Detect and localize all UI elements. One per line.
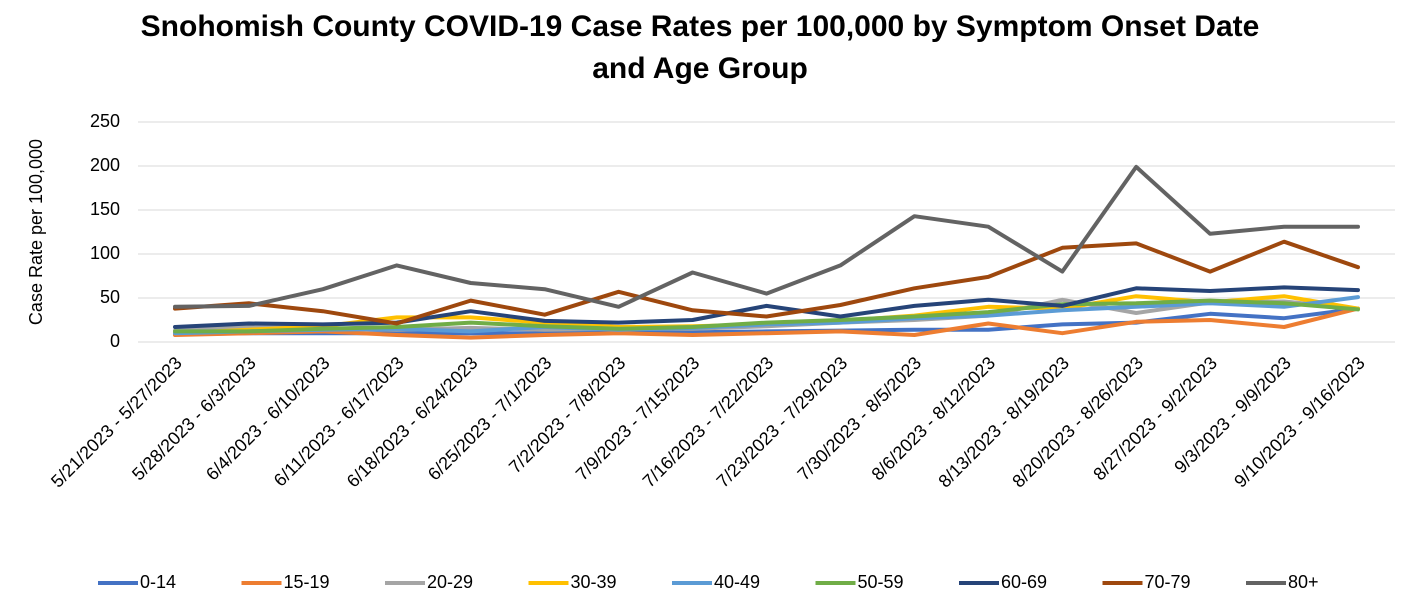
y-axis-label: Case Rate per 100,000	[26, 139, 46, 325]
legend-label: 0-14	[140, 572, 176, 592]
series-line	[173, 298, 1360, 334]
y-tick-label: 150	[90, 199, 120, 219]
x-tick-label: 9/10/2023 - 9/16/2023	[1230, 353, 1369, 492]
x-tick-label: 8/27/2023 - 9/2/2023	[1089, 353, 1221, 485]
x-tick-label: 6/25/2023 - 7/1/2023	[424, 353, 556, 485]
x-tick-label: 5/28/2023 - 6/3/2023	[128, 353, 260, 485]
x-tick-label: 6/18/2023 - 6/24/2023	[343, 353, 482, 492]
legend-label: 15-19	[284, 572, 330, 592]
x-tick-label: 7/9/2023 - 7/15/2023	[572, 353, 704, 485]
series-line	[173, 285, 1360, 329]
x-tick-label: 7/30/2023 - 8/5/2023	[794, 353, 926, 485]
legend-label: 20-29	[427, 572, 473, 592]
chart-title: Snohomish County COVID-19 Case Rates per…	[140, 10, 1260, 85]
y-tick-label: 0	[110, 331, 120, 351]
y-tick-label: 50	[100, 287, 120, 307]
x-tick-label: 6/4/2023 - 6/10/2023	[202, 353, 334, 485]
y-tick-label: 200	[90, 155, 120, 175]
legend-label: 80+	[1288, 572, 1319, 592]
x-tick-label: 7/16/2023 - 7/22/2023	[639, 353, 778, 492]
x-tick-label: 8/13/2023 - 8/19/2023	[934, 353, 1073, 492]
x-tick-label: 5/21/2023 - 5/27/2023	[47, 353, 186, 492]
legend-label: 60-69	[1001, 572, 1047, 592]
y-tick-label: 100	[90, 243, 120, 263]
series-line	[173, 306, 1360, 340]
series-line	[173, 239, 1360, 326]
y-tick-label: 250	[90, 111, 120, 131]
x-tick-label: 7/23/2023 - 7/29/2023	[713, 353, 852, 492]
legend-label: 70-79	[1145, 572, 1191, 592]
legend-label: 50-59	[858, 572, 904, 592]
x-tick-label: 8/6/2023 - 8/12/2023	[868, 353, 1000, 485]
legend-label: 30-39	[571, 572, 617, 592]
series-line	[173, 164, 1360, 309]
x-tick-label: 6/11/2023 - 6/17/2023	[270, 353, 408, 491]
legend-label: 40-49	[714, 572, 760, 592]
x-tick-label: 8/20/2023 - 8/26/2023	[1008, 353, 1147, 492]
